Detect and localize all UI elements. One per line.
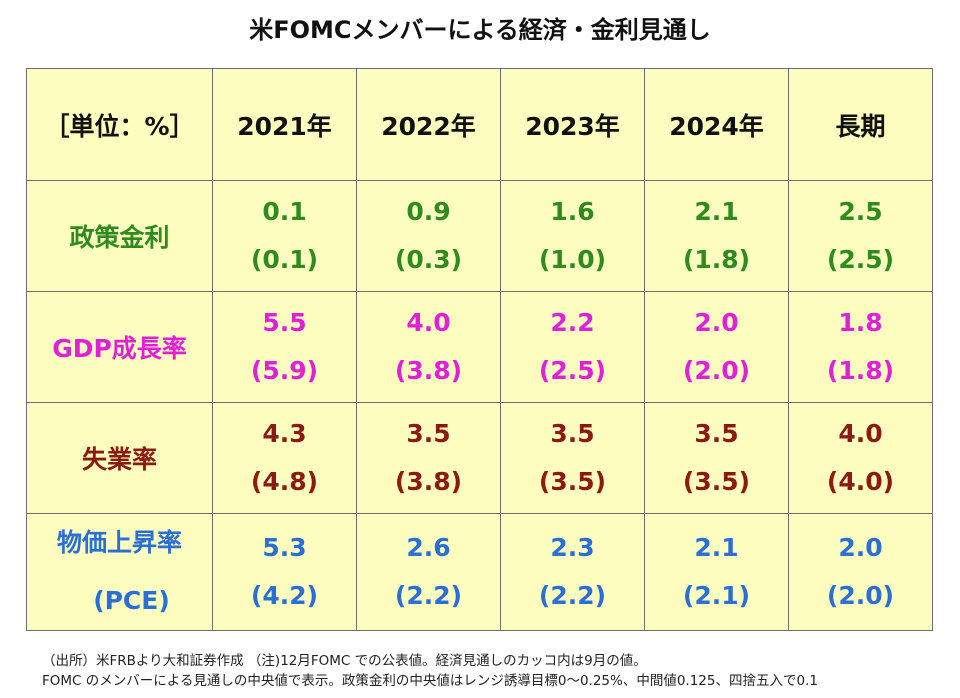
row-label-subtext: (PCE) xyxy=(93,586,170,615)
row-label-text: 失業率 xyxy=(81,445,157,474)
forecast-value: 2.2 xyxy=(550,308,595,337)
data-cell: 3.5 (3.5) xyxy=(500,402,645,514)
previous-value: (5.9) xyxy=(250,356,319,385)
row-label-text: 政策金利 xyxy=(69,223,170,252)
row-label-text: GDP成長率 xyxy=(52,334,187,363)
data-cell: 2.3 (2.2) xyxy=(500,513,645,631)
data-cell: 2.6 (2.2) xyxy=(356,513,501,631)
data-cell: 2.5 (2.5) xyxy=(788,180,933,292)
table-row: 物価上昇率 (PCE) 5.3 (4.2) 2.6 (2.2) 2.3 (2.2) 2.1 (2.… xyxy=(26,513,933,631)
forecast-table: ［単位：%］ 2021年 2022年 2023年 2024年 長期 政策金利 0.… xyxy=(26,68,933,631)
forecast-value: 4.0 xyxy=(838,419,883,448)
forecast-value: 2.1 xyxy=(694,197,739,226)
footnote: FOMC のメンバーによる見通しの中央値で表示。政策金利の中央値はレンジ誘導目標… xyxy=(42,673,818,689)
row-label: 物価上昇率 (PCE) xyxy=(26,513,213,631)
previous-value: (4.2) xyxy=(250,581,319,610)
forecast-value: 3.5 xyxy=(406,419,451,448)
previous-value: (3.8) xyxy=(394,356,463,385)
previous-value: (1.8) xyxy=(682,245,751,274)
forecast-value: 4.3 xyxy=(262,419,307,448)
forecast-value: 0.1 xyxy=(262,197,307,226)
data-cell: 5.5 (5.9) xyxy=(212,291,357,403)
data-cell: 4.0 (3.8) xyxy=(356,291,501,403)
data-cell: 1.8 (1.8) xyxy=(788,291,933,403)
column-header: 長期 xyxy=(788,68,933,181)
previous-value: (4.8) xyxy=(250,467,319,496)
table-row: GDP成長率 5.5 (5.9) 4.0 (3.8) 2.2 (2.5) 2.0 (2.0) 1.… xyxy=(26,291,933,403)
data-cell: 2.1 (2.1) xyxy=(644,513,789,631)
forecast-value: 3.5 xyxy=(550,419,595,448)
previous-value: (1.0) xyxy=(538,245,607,274)
column-header: 2022年 xyxy=(356,68,501,181)
data-cell: 0.1 (0.1) xyxy=(212,180,357,292)
data-cell: 1.6 (1.0) xyxy=(500,180,645,292)
data-cell: 2.1 (1.8) xyxy=(644,180,789,292)
source-note: （出所）米FRBより大和証券作成 （注)12月FOMC での公表値。経済見通しの… xyxy=(42,653,647,669)
forecast-value: 5.5 xyxy=(262,308,307,337)
forecast-value: 0.9 xyxy=(406,197,451,226)
forecast-value: 2.6 xyxy=(406,533,451,562)
row-label: 政策金利 xyxy=(26,180,213,292)
previous-value: (3.5) xyxy=(538,467,607,496)
page-title: 米FOMCメンバーによる経済・金利見通し xyxy=(249,16,711,44)
column-header: 2023年 xyxy=(500,68,645,181)
previous-value: (2.2) xyxy=(394,581,463,610)
row-label: 失業率 xyxy=(26,402,213,514)
data-cell: 2.2 (2.5) xyxy=(500,291,645,403)
previous-value: (2.0) xyxy=(826,581,895,610)
data-cell: 3.5 (3.8) xyxy=(356,402,501,514)
table-row: 政策金利 0.1 (0.1) 0.9 (0.3) 1.6 (1.0) 2.1 (1.8) 2.5 (… xyxy=(26,180,933,292)
forecast-value: 2.0 xyxy=(838,533,883,562)
data-cell: 5.3 (4.2) xyxy=(212,513,357,631)
previous-value: (3.8) xyxy=(394,467,463,496)
data-cell: 2.0 (2.0) xyxy=(788,513,933,631)
forecast-value: 3.5 xyxy=(694,419,739,448)
data-cell: 4.0 (4.0) xyxy=(788,402,933,514)
previous-value: (0.3) xyxy=(394,245,463,274)
row-label: GDP成長率 xyxy=(26,291,213,403)
previous-value: (3.5) xyxy=(682,467,751,496)
column-header: 2021年 xyxy=(212,68,357,181)
previous-value: (2.1) xyxy=(682,581,751,610)
forecast-value: 5.3 xyxy=(262,533,307,562)
unit-label: ［単位：%］ xyxy=(26,68,213,181)
forecast-value: 2.3 xyxy=(550,533,595,562)
previous-value: (2.5) xyxy=(538,356,607,385)
forecast-value: 2.0 xyxy=(694,308,739,337)
forecast-value: 1.8 xyxy=(838,308,883,337)
previous-value: (2.5) xyxy=(826,245,895,274)
previous-value: (1.8) xyxy=(826,356,895,385)
data-cell: 3.5 (3.5) xyxy=(644,402,789,514)
previous-value: (2.2) xyxy=(538,581,607,610)
data-cell: 4.3 (4.8) xyxy=(212,402,357,514)
previous-value: (4.0) xyxy=(826,467,895,496)
forecast-value: 2.5 xyxy=(838,197,883,226)
previous-value: (2.0) xyxy=(682,356,751,385)
data-cell: 0.9 (0.3) xyxy=(356,180,501,292)
row-label-text: 物価上昇率 xyxy=(56,528,182,557)
data-cell: 2.0 (2.0) xyxy=(644,291,789,403)
forecast-value: 4.0 xyxy=(406,308,451,337)
previous-value: (0.1) xyxy=(250,245,319,274)
forecast-value: 2.1 xyxy=(694,533,739,562)
column-header: 2024年 xyxy=(644,68,789,181)
table-row: 失業率 4.3 (4.8) 3.5 (3.8) 3.5 (3.5) 3.5 (3.5) 4.0 (4… xyxy=(26,402,933,514)
forecast-value: 1.6 xyxy=(550,197,595,226)
